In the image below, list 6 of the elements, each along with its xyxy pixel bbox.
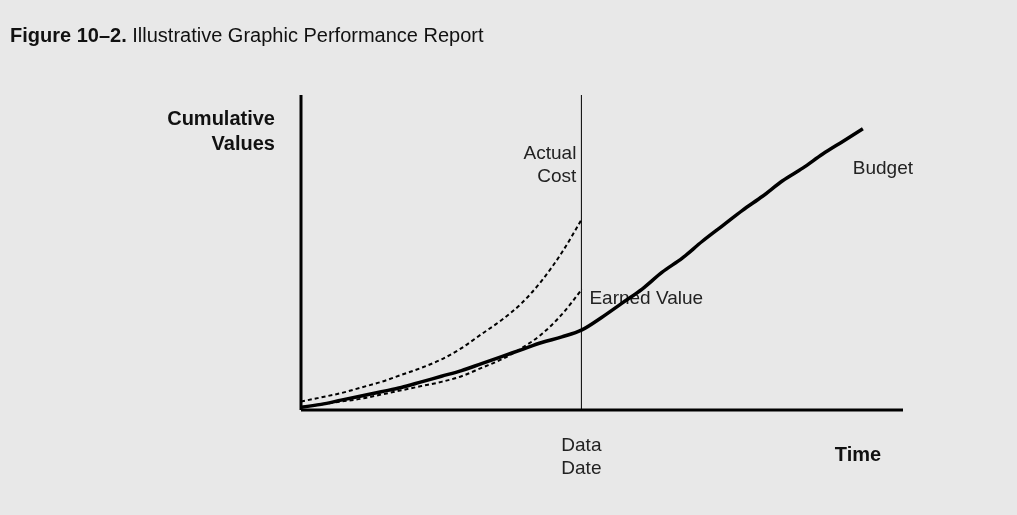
chart-title: Figure 10–2. Illustrative Graphic Performance Report	[10, 24, 484, 46]
series-label: Budget	[852, 156, 914, 178]
series-label: Actual Cost	[523, 142, 578, 187]
x-axis-title: Time	[834, 443, 882, 465]
text: Data Date	[561, 434, 602, 478]
y-axis-title: Cumulative Values	[167, 107, 275, 154]
